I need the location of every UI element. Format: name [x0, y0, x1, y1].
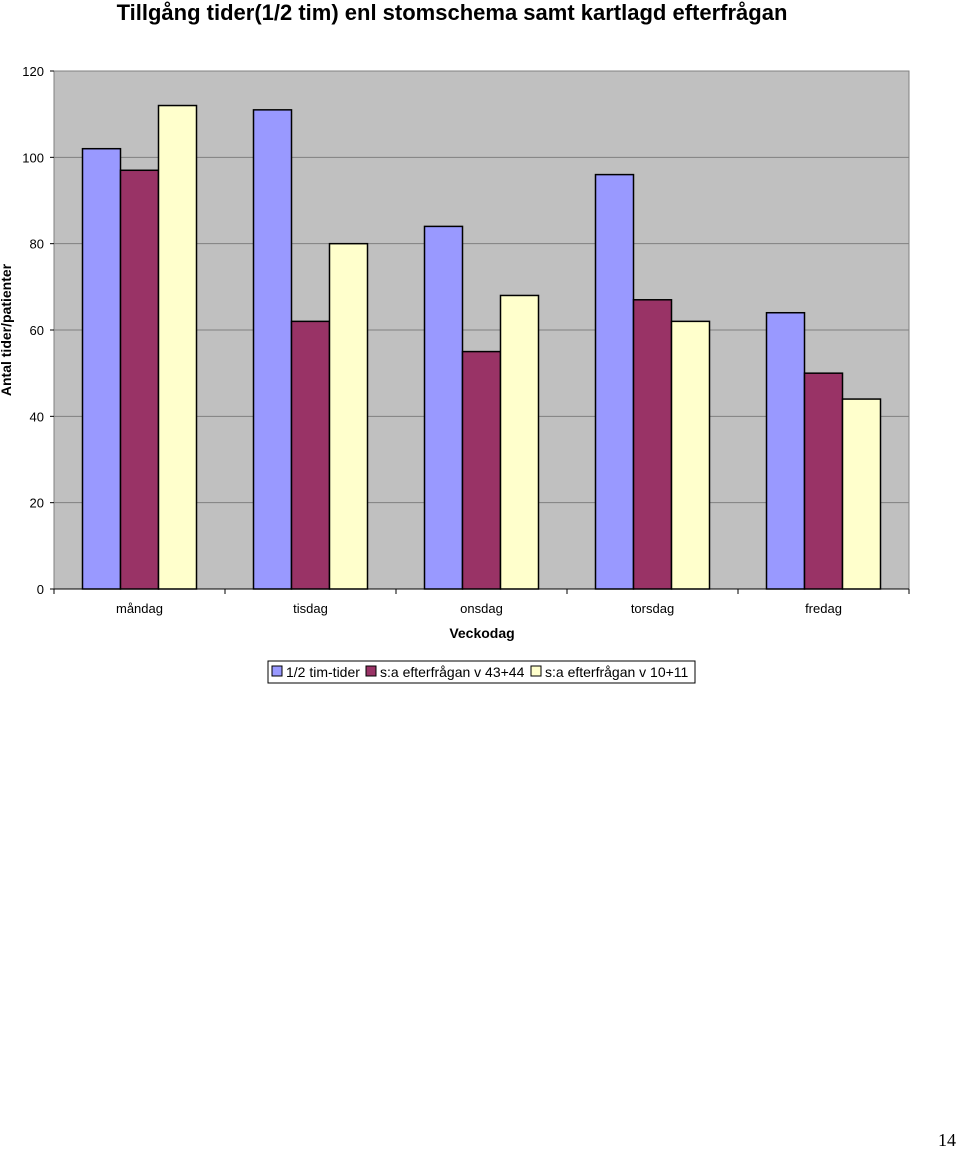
y-axis-ticks: 0 20 40 60 80 100 120	[22, 64, 54, 597]
y-tick-label: 40	[30, 409, 44, 424]
y-tick-label: 60	[30, 323, 44, 338]
y-tick-label: 20	[30, 496, 44, 511]
x-tick-label: tisdag	[293, 601, 328, 616]
y-tick-label: 100	[22, 150, 44, 165]
y-axis-label: Antal tider/patienter	[0, 263, 14, 396]
legend-swatch-1	[271, 665, 283, 677]
x-axis-label: Veckodag	[449, 625, 514, 641]
legend-label-2: s:a efterfrågan v 43+44	[380, 664, 525, 680]
bar-2	[119, 169, 160, 590]
bar-2	[632, 299, 673, 590]
legend-label-1: 1/2 tim-tider	[286, 664, 360, 680]
bar-1	[594, 173, 635, 590]
bar-3	[841, 398, 882, 590]
bar-3	[157, 104, 198, 590]
legend-swatch-2	[365, 665, 377, 677]
bar-2	[461, 350, 502, 590]
x-tick-label: fredag	[805, 601, 842, 616]
x-tick-label: måndag	[116, 601, 163, 616]
bar-1	[81, 147, 122, 590]
x-tick-label: onsdag	[460, 601, 503, 616]
bar-3	[499, 294, 540, 590]
bar-2	[290, 320, 331, 590]
bar-1	[423, 225, 464, 590]
bar-1	[765, 311, 806, 590]
x-tick-label: torsdag	[631, 601, 674, 616]
bar-2	[803, 372, 844, 590]
chart-title: Tillgång tider(1/2 tim) enl stomschema s…	[117, 0, 788, 25]
bar-3	[670, 320, 711, 590]
x-axis-ticks: måndag tisdag onsdag torsdag fredag	[53, 589, 910, 616]
legend-swatch-3	[530, 665, 542, 677]
page-number: 14	[938, 1130, 956, 1150]
legend: 1/2 tim-tider s:a efterfrågan v 43+44 s:a …	[271, 664, 689, 680]
bars	[81, 104, 882, 590]
y-tick-label: 0	[37, 582, 44, 597]
y-tick-label: 120	[22, 64, 44, 79]
bar-1	[252, 109, 293, 590]
legend-label-3: s:a efterfrågan v 10+11	[545, 664, 689, 680]
y-tick-label: 80	[30, 237, 44, 252]
bar-3	[328, 242, 369, 590]
